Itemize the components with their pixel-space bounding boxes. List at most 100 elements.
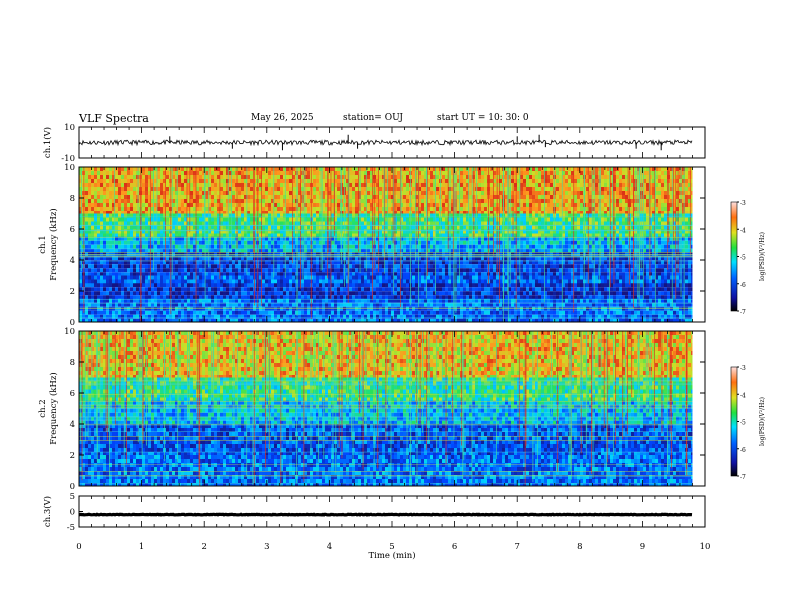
spectrogram-cell [394,187,397,191]
spectrogram-cell [319,211,322,215]
spectrogram-cell [325,203,328,207]
spectrogram-cell [661,171,664,175]
spectrogram-cell [142,183,145,187]
spectrogram-cell [295,191,298,195]
spectrogram-cell [277,217,280,222]
spectrogram-cell [142,248,145,253]
spectrogram-cell [280,244,283,249]
spectrogram-cell [124,171,127,175]
spectrogram-cell [388,236,391,241]
spectrogram-cell [514,207,517,211]
spectrogram-cell [508,179,511,183]
spectrogram-cell [649,225,652,230]
spectrogram-cell [619,225,622,230]
spectrogram-cell [172,183,175,187]
spectrogram-cell [538,195,541,199]
spectrogram-cell [376,179,379,183]
spectrogram-cell [364,236,367,241]
spectrogram-cell [124,225,127,230]
spectrogram-cell [478,211,481,215]
spectrogram-cell [679,179,682,183]
spectrogram-cell [370,207,373,211]
spectrogram-cell [313,183,316,187]
spectrogram-cell [205,207,208,211]
spectrogram-cell [112,244,115,249]
spectrogram-cell [172,236,175,241]
spectrogram-cell [442,244,445,249]
spectrogram-cell [244,225,247,230]
spectrogram-cell [268,175,271,179]
spectrogram-cell [367,171,370,175]
spectrogram-cell [211,171,214,175]
spectrogram-cell [133,244,136,249]
spectrogram-cell [427,211,430,215]
spectrogram-cell [505,191,508,195]
spectrogram-cell [490,244,493,249]
spectrogram-cell [235,171,238,175]
spectrogram-cell [391,191,394,195]
spectrogram-cell [154,268,157,273]
spectrogram-cell [418,225,421,230]
spectrogram-cell [676,203,679,207]
spectrogram-cell [94,256,97,261]
spectrogram-cell [616,213,619,218]
spectrogram-cell [649,171,652,175]
spectrogram-cell [118,272,121,277]
spectrogram-cell [157,244,160,249]
spectrogram-cell [607,171,610,175]
spectrogram-cell [538,175,541,179]
spectrogram-cell [559,171,562,175]
spectrogram-cell [649,217,652,222]
spectrogram-cell [658,199,661,203]
spectrogram-cell [457,217,460,222]
spectrogram-cell [274,167,277,171]
spectrogram-cell [280,221,283,226]
spectrogram-cell [595,240,598,245]
spectrogram-cell [232,221,235,226]
spectrogram-cell [550,175,553,179]
spectrogram-cell [376,203,379,207]
spectrogram-cell [538,211,541,215]
spectrogram-cell [187,268,190,273]
spectrogram-cell [175,256,178,261]
spectrogram-cell [259,240,262,245]
spectrogram-cell [421,240,424,245]
spectrogram-cell [151,211,154,215]
spectrogram-cell [274,229,277,234]
spectrogram-cell [145,248,148,253]
spectrogram-cell [307,203,310,207]
spectrogram-cell [319,244,322,249]
spectrogram-cell [208,203,211,207]
spectrogram-cell [193,207,196,211]
spectrogram-cell [379,225,382,230]
spectrogram-cell [238,175,241,179]
spectrogram-cell [592,240,595,245]
spectrogram-cell [85,187,88,191]
spectrogram-cell [316,211,319,215]
spectrogram-cell [196,183,199,187]
spectrogram-cell [232,229,235,234]
spectrogram-cell [313,207,316,211]
spectrogram-cell [265,199,268,203]
spectrogram-cell [361,225,364,230]
spectrogram-cell [346,167,349,171]
spectrogram-cell [646,183,649,187]
spectrogram-cell [349,225,352,230]
spectrogram-cell [103,272,106,277]
spectrogram-cell [661,240,664,245]
spectrogram-cell [184,240,187,245]
spectrogram-cell [658,217,661,222]
spectrogram-cell [586,195,589,199]
spectrogram-cell [205,240,208,245]
spectrogram-cell [307,244,310,249]
spectrogram-cell [91,195,94,199]
spectrogram-cell [376,207,379,211]
spectrogram-cell [181,179,184,183]
spectrogram-cell [355,207,358,211]
spectrogram-cell [595,175,598,179]
spectrogram-cell [148,171,151,175]
spectrogram-cell [265,183,268,187]
spectrogram-cell [130,229,133,234]
spectrogram-cell [685,199,688,203]
